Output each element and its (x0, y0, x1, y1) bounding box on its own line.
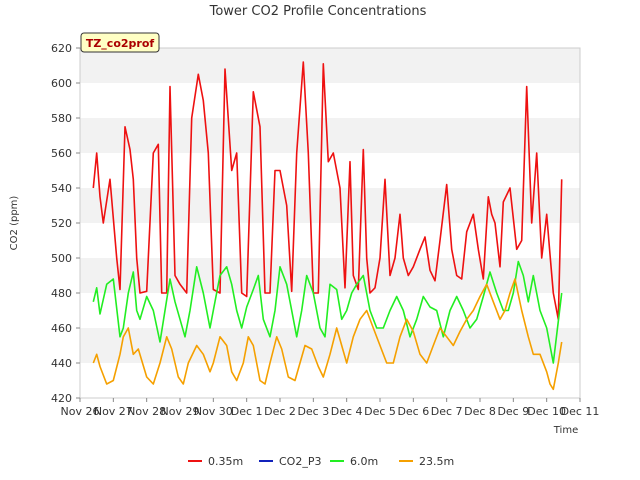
x-tick-label: Dec 11 (561, 405, 600, 418)
y-axis-label: CO2 (ppm) (9, 196, 20, 251)
site-badge-box (80, 32, 160, 53)
grid-band (80, 48, 580, 83)
grid-bands (80, 48, 580, 398)
y-axis: 420 440 460 480 500 520 540 560 580 600 620 (51, 42, 80, 405)
legend-label: 6.0m (350, 455, 378, 468)
grid-band (80, 188, 580, 223)
y-tick-label: 500 (51, 252, 72, 265)
y-tick-label: 420 (51, 392, 72, 405)
x-tick-label: Dec 6 (397, 405, 429, 418)
y-tick-label: 460 (51, 322, 72, 335)
y-tick-label: 440 (51, 357, 72, 370)
site-badge: TZ_co2prof (80, 32, 160, 53)
x-tick-label: Dec 10 (527, 405, 566, 418)
legend-label: CO2_P3 (279, 455, 321, 468)
grid-band (80, 83, 580, 118)
legend: 0.35m CO2_P3 6.0m 23.5m (188, 455, 454, 468)
grid-band (80, 223, 580, 258)
x-tick-label: Nov 27 (94, 405, 133, 418)
grid-band (80, 328, 580, 363)
legend-label: 0.35m (208, 455, 243, 468)
y-tick-label: 520 (51, 217, 72, 230)
grid-band (80, 118, 580, 153)
x-tick-label: Nov 28 (127, 405, 166, 418)
x-tick-label: Dec 4 (331, 405, 363, 418)
x-tick-label: Dec 2 (264, 405, 296, 418)
x-axis-label: Time (553, 425, 578, 436)
y-tick-label: 560 (51, 147, 72, 160)
plot-lines (92, 61, 563, 391)
x-tick-label: Dec 7 (431, 405, 463, 418)
y-tick-label: 540 (51, 182, 72, 195)
x-tick-label: Dec 8 (464, 405, 496, 418)
y-tick-label: 620 (51, 42, 72, 55)
x-tick-label: Dec 5 (364, 405, 396, 418)
grid-band (80, 363, 580, 398)
x-tick-label: Nov 30 (194, 405, 233, 418)
x-tick-label: Dec 1 (231, 405, 263, 418)
x-tick-label: Nov 29 (161, 405, 200, 418)
series-line-23-5m (92, 278, 563, 391)
series-line-0-35m (92, 61, 563, 321)
legend-label: 23.5m (419, 455, 454, 468)
series-line-6-0m (92, 260, 563, 364)
x-tick-label: Dec 9 (497, 405, 529, 418)
chart-title: Tower CO2 Profile Concentrations (209, 4, 427, 19)
x-tick-label: Nov 26 (61, 405, 100, 418)
site-badge-label: TZ_co2prof (86, 37, 155, 50)
y-tick-label: 480 (51, 287, 72, 300)
y-tick-label: 580 (51, 112, 72, 125)
y-tick-label: 600 (51, 77, 72, 90)
x-tick-label: Dec 3 (297, 405, 329, 418)
